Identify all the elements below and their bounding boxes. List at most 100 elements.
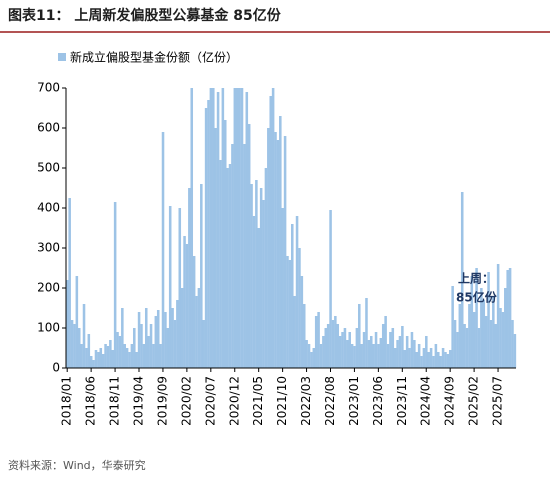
bar xyxy=(204,108,208,368)
annotation: 上周： xyxy=(458,271,494,286)
bar xyxy=(291,224,294,368)
bar xyxy=(75,276,79,368)
bar xyxy=(437,352,440,368)
bar xyxy=(307,344,311,368)
bar xyxy=(501,312,505,368)
bar xyxy=(405,336,409,368)
bar xyxy=(401,326,404,368)
bar xyxy=(408,348,411,368)
bar xyxy=(358,304,361,368)
bar xyxy=(372,344,375,368)
bar xyxy=(214,128,217,368)
bar xyxy=(468,304,471,368)
bar xyxy=(458,304,462,368)
bar xyxy=(310,352,313,368)
bar xyxy=(487,272,490,368)
bar xyxy=(283,136,287,368)
bar xyxy=(348,332,351,368)
x-tick-label: 2018/11 xyxy=(108,376,122,426)
x-tick-label: 2022/08 xyxy=(323,376,337,426)
bar xyxy=(228,164,232,368)
chart-title: 图表11： 上周新发偏股型公募基金 85亿份 xyxy=(8,7,282,24)
bar xyxy=(302,304,306,368)
bar xyxy=(252,216,256,368)
y-tick-label: 700 xyxy=(37,81,60,95)
bar xyxy=(343,328,347,368)
bar xyxy=(92,360,95,368)
bar xyxy=(94,350,98,368)
bar xyxy=(484,316,488,368)
bar xyxy=(202,320,205,368)
x-tick-label: 2025/02 xyxy=(467,376,481,426)
bar xyxy=(111,350,115,368)
bar xyxy=(250,184,253,368)
bar xyxy=(219,160,222,368)
bar xyxy=(223,120,227,368)
bar xyxy=(393,348,397,368)
bar xyxy=(286,256,289,368)
x-tick-label: 2025/07 xyxy=(491,376,505,426)
bar xyxy=(66,280,69,368)
bar xyxy=(80,344,83,368)
bar xyxy=(336,324,340,368)
x-tick-label: 2023/06 xyxy=(371,376,385,426)
x-tick-label: 2021/05 xyxy=(251,376,265,426)
bar xyxy=(374,332,378,368)
y-tick-label: 200 xyxy=(37,281,60,295)
bar xyxy=(384,316,387,368)
x-tick-label: 2023/01 xyxy=(347,376,361,426)
bar xyxy=(130,344,134,368)
x-tick-label: 2018/01 xyxy=(60,376,74,426)
bar xyxy=(85,348,88,368)
bar xyxy=(365,298,368,368)
bar xyxy=(463,324,466,368)
bar xyxy=(128,352,131,368)
bar xyxy=(133,328,136,368)
bar xyxy=(101,354,105,368)
bar xyxy=(504,288,507,368)
bar xyxy=(300,276,304,368)
bar xyxy=(381,324,385,368)
bar xyxy=(448,350,452,368)
bar xyxy=(295,216,299,368)
bar xyxy=(489,320,493,368)
bar xyxy=(499,308,502,368)
bar xyxy=(259,188,263,368)
bar xyxy=(350,344,354,368)
bar xyxy=(185,244,189,368)
bar xyxy=(341,332,344,368)
bar xyxy=(482,300,486,368)
bar xyxy=(144,308,148,368)
bar xyxy=(140,324,143,368)
x-tick-label: 2021/10 xyxy=(275,376,289,426)
bar xyxy=(209,88,213,368)
bar xyxy=(475,268,478,368)
bar xyxy=(190,88,194,368)
bar xyxy=(326,324,330,368)
bar xyxy=(173,320,177,368)
bar xyxy=(367,340,371,368)
bar xyxy=(274,132,277,368)
x-tick-label: 2020/02 xyxy=(179,376,193,426)
bar xyxy=(513,334,517,368)
x-tick-label: 2020/12 xyxy=(227,376,241,426)
bar xyxy=(195,296,198,368)
bar xyxy=(496,264,500,368)
bar xyxy=(168,206,172,368)
bar xyxy=(200,184,203,368)
bar xyxy=(319,344,323,368)
bar xyxy=(116,332,119,368)
bar xyxy=(226,168,229,368)
bar xyxy=(267,128,270,368)
bar xyxy=(192,256,196,368)
bar xyxy=(159,344,162,368)
bar xyxy=(415,352,419,368)
bar xyxy=(238,88,241,368)
y-tick-label: 400 xyxy=(37,201,60,215)
bar xyxy=(417,344,421,368)
bar xyxy=(212,88,215,368)
bar xyxy=(508,268,512,368)
bar xyxy=(269,96,273,368)
bar xyxy=(137,312,141,368)
bar xyxy=(118,336,122,368)
